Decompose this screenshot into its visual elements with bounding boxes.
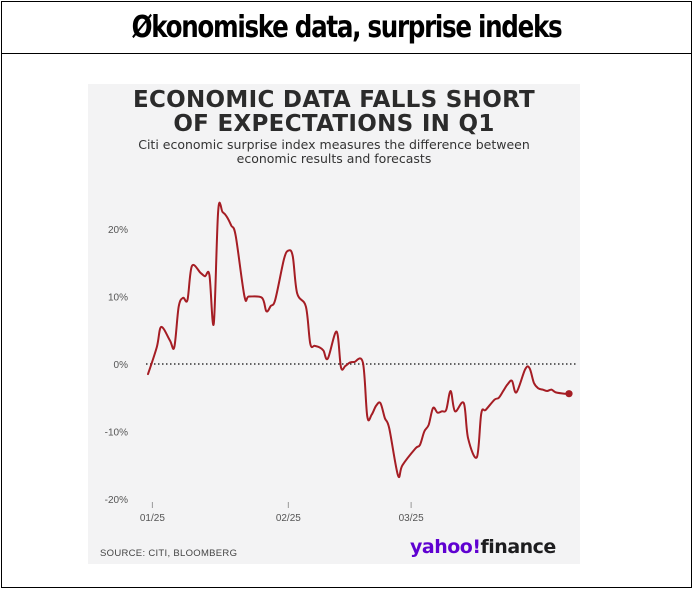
chart-title: ECONOMIC DATA FALLS SHORT OF EXPECTATION…: [88, 88, 580, 136]
x-tick-label: 02/25: [276, 513, 301, 524]
y-tick-label: 0%: [114, 360, 129, 371]
chart-subtitle-line2: economic results and forecasts: [236, 151, 432, 166]
x-tick-label: 03/25: [399, 513, 424, 524]
line-chart: 20% 10% 0% -10% -20% 01/25 02/25 03/25: [105, 201, 576, 524]
source-note: SOURCE: CITI, BLOOMBERG: [100, 548, 238, 559]
chart-card: ECONOMIC DATA FALLS SHORT OF EXPECTATION…: [88, 84, 580, 564]
x-tick-label: 01/25: [140, 513, 165, 524]
y-tick-label: 20%: [108, 225, 128, 236]
y-tick-label: -10%: [105, 428, 128, 439]
page-title: Økonomiske data, surprise indeks: [131, 10, 563, 45]
last-point-marker: [565, 390, 573, 398]
y-tick-label: -20%: [105, 495, 128, 506]
title-row: Økonomiske data, surprise indeks: [2, 2, 691, 54]
logo-product: finance: [480, 536, 557, 558]
yahoo-finance-logo: yahoo!finance: [410, 536, 556, 558]
series-line: [147, 201, 570, 479]
chart-title-line2: OF EXPECTATIONS IN Q1: [173, 111, 495, 137]
logo-brand: yahoo!: [410, 536, 481, 558]
y-tick-label: 10%: [108, 293, 128, 304]
chart-subtitle: Citi economic surprise index measures th…: [88, 138, 580, 166]
chart-title-line1: ECONOMIC DATA FALLS SHORT: [132, 87, 536, 113]
chart-subtitle-line1: Citi economic surprise index measures th…: [138, 137, 530, 152]
